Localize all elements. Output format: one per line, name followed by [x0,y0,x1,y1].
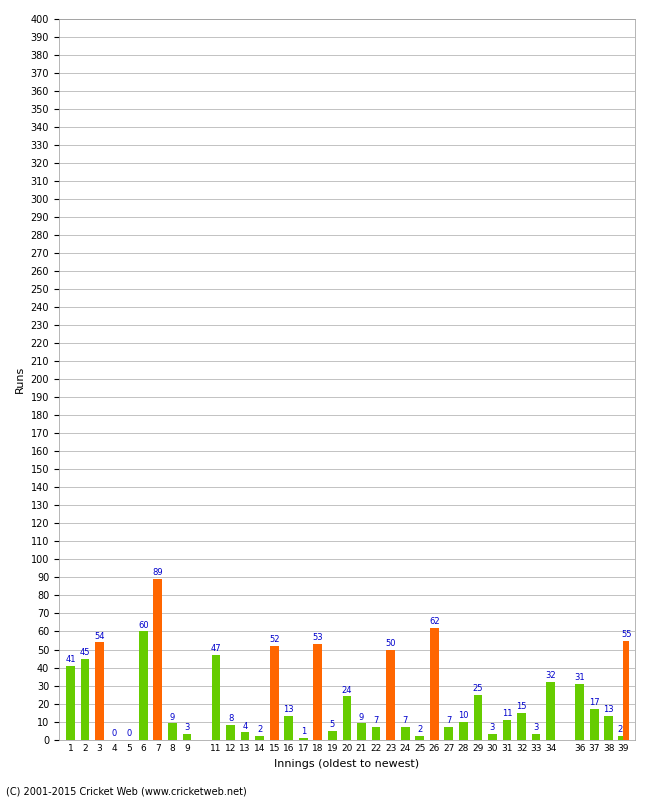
Bar [430,628,439,739]
Bar [96,642,104,739]
Bar [386,650,395,739]
Text: 7: 7 [402,716,408,725]
Text: 55: 55 [621,630,632,638]
Text: 15: 15 [516,702,526,710]
Bar [575,684,584,739]
Bar [590,709,599,739]
Text: (C) 2001-2015 Cricket Web (www.cricketweb.net): (C) 2001-2015 Cricket Web (www.cricketwe… [6,786,247,796]
Text: 50: 50 [385,638,396,648]
Text: 32: 32 [545,671,556,680]
Text: 31: 31 [575,673,585,682]
Text: 41: 41 [65,655,76,664]
Text: 89: 89 [153,569,163,578]
Bar [357,723,366,739]
Text: 60: 60 [138,621,149,630]
Text: 62: 62 [429,617,439,626]
Bar [445,727,453,739]
Text: 2: 2 [417,725,422,734]
Bar [623,641,629,739]
Bar [299,738,307,739]
Text: 2: 2 [257,725,263,734]
Text: 25: 25 [473,684,483,693]
Bar [240,732,250,739]
Bar [226,725,235,739]
Text: 0: 0 [126,729,131,738]
Bar [270,646,279,739]
Bar [532,734,540,739]
Text: 53: 53 [313,634,323,642]
Bar [168,723,177,739]
Text: 7: 7 [373,716,379,725]
Text: 24: 24 [342,686,352,694]
Text: 3: 3 [489,723,495,732]
Bar [415,736,424,739]
Bar [473,694,482,739]
Text: 11: 11 [502,709,512,718]
Text: 9: 9 [170,713,175,722]
Bar [212,655,220,739]
Text: 52: 52 [269,635,280,644]
Text: 5: 5 [330,720,335,729]
Bar [517,713,526,739]
Bar [285,716,293,739]
Text: 10: 10 [458,710,469,720]
Text: 47: 47 [211,644,222,653]
Bar [488,734,497,739]
Text: 9: 9 [359,713,364,722]
Bar [372,727,380,739]
X-axis label: Innings (oldest to newest): Innings (oldest to newest) [274,759,419,769]
Bar [618,736,623,739]
Text: 1: 1 [301,727,306,736]
Bar [401,727,410,739]
Bar [255,736,264,739]
Text: 13: 13 [603,706,614,714]
Bar [343,696,351,739]
Y-axis label: Runs: Runs [15,366,25,393]
Text: 4: 4 [242,722,248,730]
Text: 8: 8 [228,714,233,723]
Text: 17: 17 [589,698,599,707]
Text: 7: 7 [446,716,452,725]
Bar [328,730,337,739]
Text: 2: 2 [618,725,623,734]
Text: 3: 3 [534,723,539,732]
Bar [66,666,75,739]
Text: 54: 54 [94,631,105,641]
Bar [502,720,512,739]
Bar [604,716,613,739]
Bar [459,722,468,739]
Text: 0: 0 [112,729,117,738]
Bar [546,682,555,739]
Text: 3: 3 [184,723,190,732]
Bar [139,631,148,739]
Bar [153,579,162,739]
Bar [81,658,90,739]
Text: 45: 45 [80,648,90,657]
Bar [183,734,191,739]
Text: 13: 13 [283,706,294,714]
Bar [313,644,322,739]
